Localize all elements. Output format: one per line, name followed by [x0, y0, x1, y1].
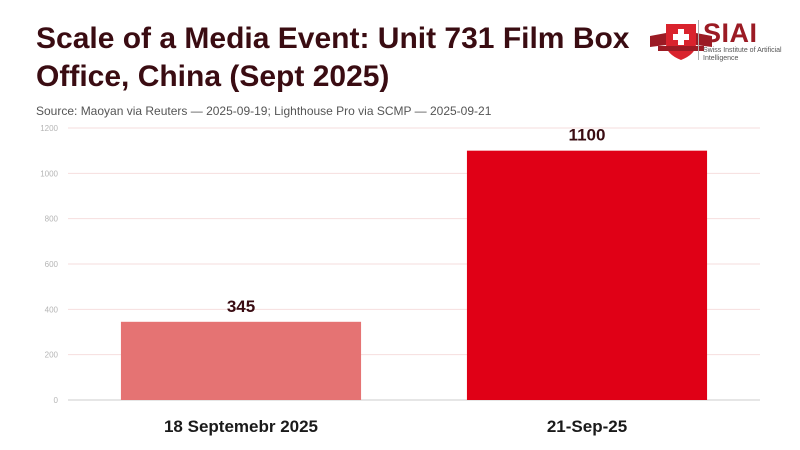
y-tick-label: 1200	[40, 124, 58, 133]
bar	[466, 150, 708, 400]
data-labels: 345 1100	[227, 126, 606, 316]
y-tick-label: 800	[45, 215, 59, 224]
category-labels: 18 Septemebr 2025 21-Sep-25	[164, 417, 627, 436]
logo-name: SIAI	[703, 18, 758, 48]
y-axis-ticks: 0 200 400 600 800 1000 1200	[40, 124, 58, 405]
logo-subtitle: Swiss Institute of Artificial Intelligen…	[703, 47, 782, 62]
y-tick-label: 0	[54, 396, 59, 405]
y-tick-label: 1000	[40, 169, 58, 178]
y-tick-label: 600	[45, 260, 59, 269]
data-label: 345	[227, 297, 255, 316]
bars	[120, 150, 708, 400]
logo-divider	[698, 20, 699, 60]
chart-title: Scale of a Media Event: Unit 731 Film Bo…	[36, 22, 630, 93]
source-note: Source: Maoyan via Reuters — 2025-09-19;…	[36, 104, 492, 118]
y-tick-label: 200	[45, 351, 59, 360]
category-label: 18 Septemebr 2025	[164, 417, 318, 436]
data-label: 1100	[569, 126, 606, 145]
bar	[120, 321, 362, 400]
category-label: 21-Sep-25	[547, 417, 627, 436]
swiss-cross-shield-icon	[650, 24, 712, 60]
y-tick-label: 400	[45, 305, 59, 314]
